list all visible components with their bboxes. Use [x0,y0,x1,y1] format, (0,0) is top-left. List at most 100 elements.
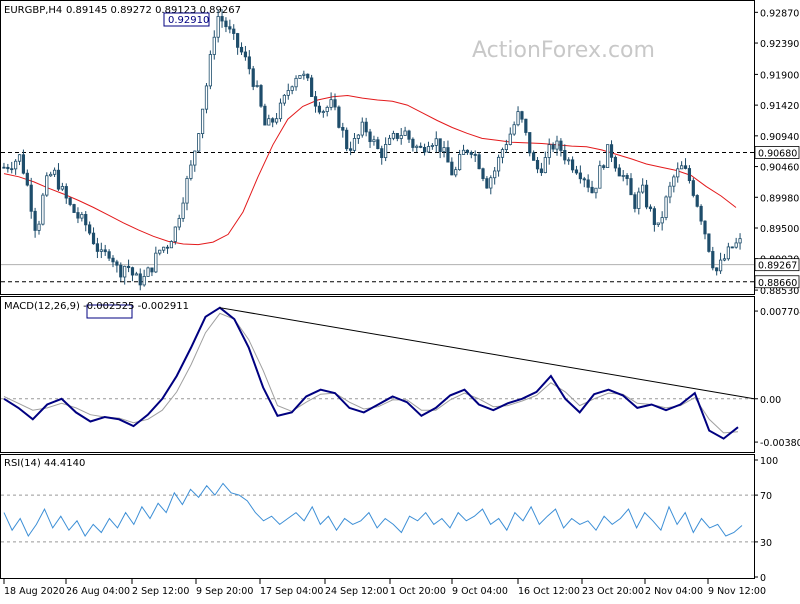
candle-body [411,138,415,148]
rsi-axis-tick-label: 70 [760,491,772,502]
candle-body [14,160,18,170]
macd-panel-frame [0,296,755,453]
candle-body [56,169,61,190]
level-low-label: 0.88660 [758,278,797,289]
candle-body [730,246,734,249]
candle-body [726,246,730,260]
candle-body [286,90,290,96]
x-axis-tick-label: 18 Aug 2020 [4,586,65,597]
candle-body [574,169,579,174]
candle-body [652,208,656,225]
candle-body [617,167,621,177]
candle-body [294,77,298,88]
candle-body [103,249,107,253]
candle-body [134,273,138,276]
candle-body [142,275,146,286]
candle-body [535,159,540,170]
candle-body [158,249,162,254]
candle-body [220,16,224,22]
candle-body [313,96,318,107]
ma-line [3,94,737,246]
peak-label-box [163,12,210,27]
candle-body [570,159,575,171]
price-axis-tick-label: 0.90460 [760,163,799,174]
candle-body [146,267,150,277]
x-axis-tick-label: 26 Aug 04:00 [66,586,130,597]
current-price-label: 0.89267 [758,261,797,272]
candle-body [310,77,314,97]
rsi-panel-frame [0,454,755,579]
candle-body [263,105,267,126]
candle-body [391,132,396,139]
candle-body [45,175,49,196]
candle-body [489,177,493,189]
candle-body [298,75,302,79]
candle-body [508,133,512,145]
candle-body [438,138,442,153]
candle-body [586,179,590,188]
candle-body [337,106,341,128]
candle-body [232,28,236,34]
candle-body [49,173,53,177]
candle-body [52,169,57,175]
candle-body [348,148,353,151]
candle-body [477,154,481,170]
x-axis-tick-label: 2 Sep 12:00 [132,586,189,597]
candle-body [504,144,508,150]
candle-body [672,176,676,187]
ohlc-label: 0.89145 0.89272 0.89123 0.89267 [66,5,241,16]
candle-body [80,214,84,219]
candle-body [683,165,688,169]
candle-body [364,121,368,133]
candle-body [528,132,532,154]
candle-body [422,147,427,153]
level-high-label-box [754,146,800,159]
candle-body [6,166,10,170]
macd-axis-tick-label: 0.00 [760,395,781,406]
candle-body [551,144,555,150]
candle-body [403,130,407,136]
candle-body [165,246,170,249]
candle-body [578,172,582,180]
candle-body [200,108,205,135]
candle-body [637,191,641,209]
candle-body [99,249,103,252]
candle-body [267,118,271,126]
candle-body [512,124,516,135]
candle-body [555,140,559,150]
candle-body [442,147,446,153]
candle-body [715,267,719,272]
candle-body [372,139,376,143]
candle-body [469,152,473,155]
candle-body [621,175,625,177]
candle-body [493,170,497,179]
price-axis-tick-label: 0.90940 [760,132,799,143]
candle-body [407,130,411,140]
candle-body [520,111,524,120]
candle-body [302,73,306,76]
candle-body [76,212,80,219]
candle-body [208,54,212,87]
candle-body [173,226,177,242]
candle-body [162,246,166,251]
candle-body [68,197,72,205]
candle-body [119,264,123,278]
candle-body [602,165,606,168]
candle-body [594,187,598,194]
candle-body [532,152,536,161]
candle-body [387,137,392,145]
x-axis-tick-label: 9 Oct 04:00 [452,586,508,597]
candle-body [380,148,384,159]
candle-body [130,267,135,276]
candle-body [481,168,485,180]
candle-body [317,105,322,113]
candle-body [274,118,279,123]
candle-body [243,51,248,58]
candle-body [107,251,111,259]
candle-body [559,140,563,151]
candle-body [644,184,649,208]
candle-body [25,172,29,186]
candle-body [271,118,275,123]
candle-body [33,210,37,231]
candle-body [259,85,263,107]
